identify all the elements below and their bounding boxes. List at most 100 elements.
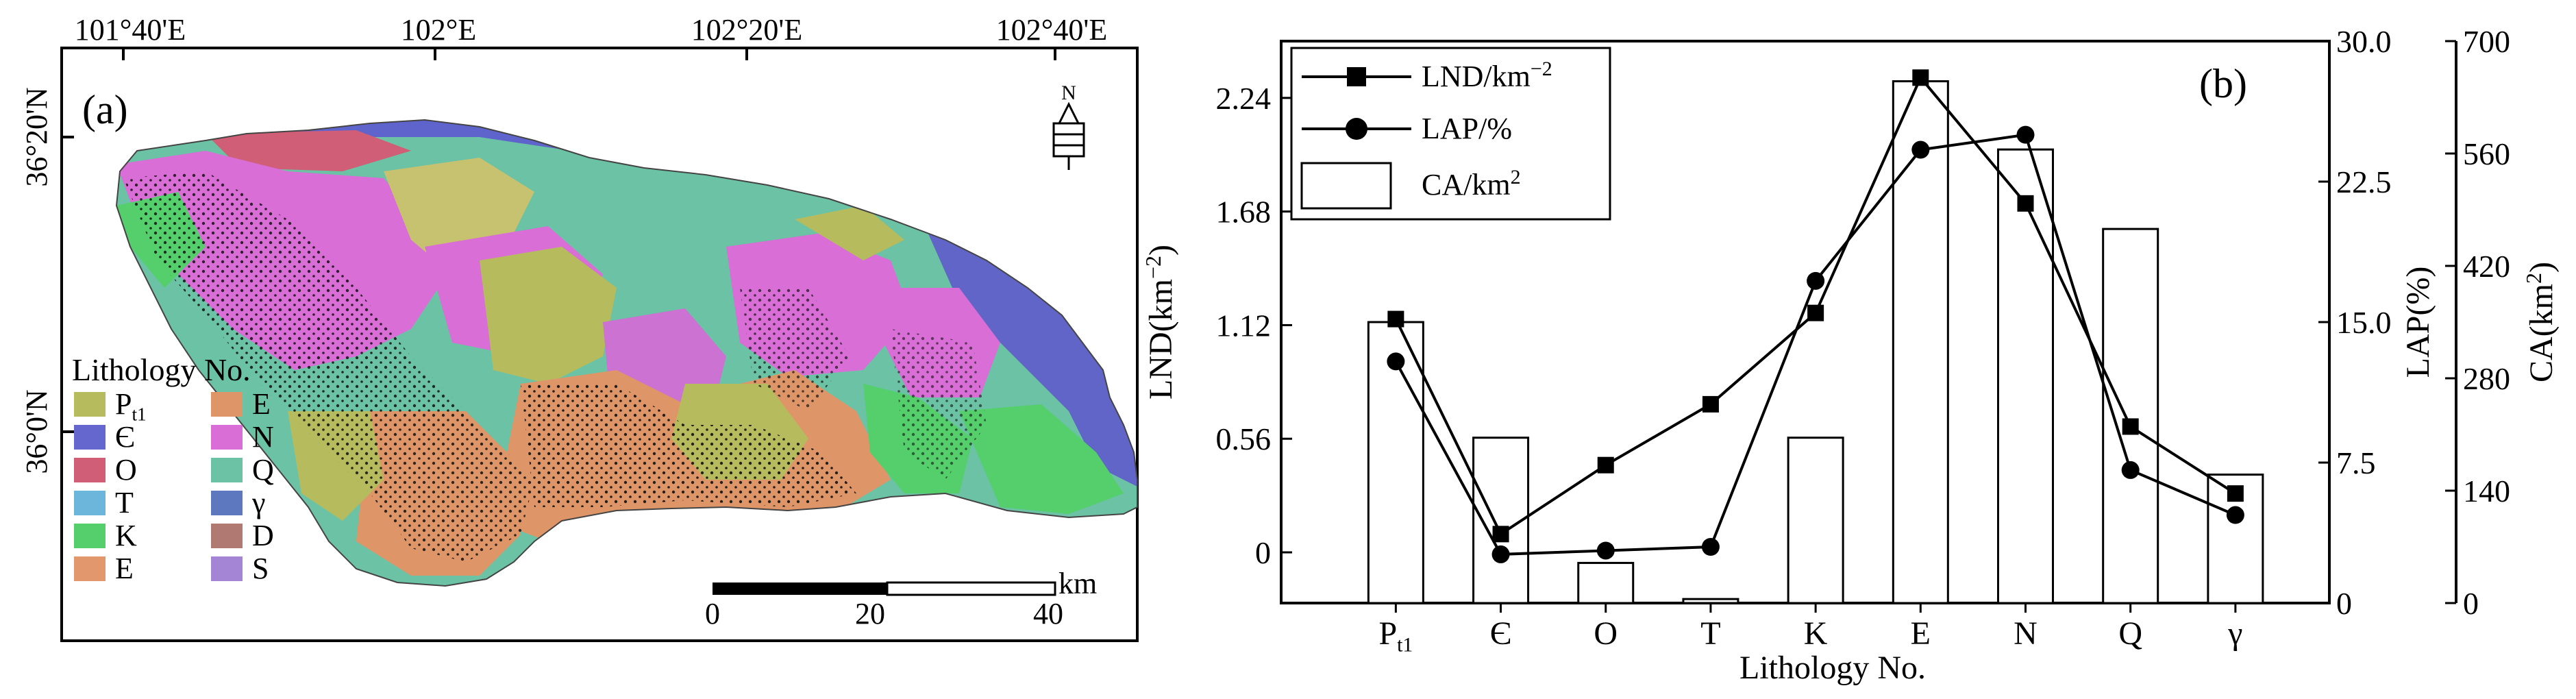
legend-bar-swatch bbox=[1300, 162, 1392, 210]
legend-item-2: Є bbox=[115, 420, 135, 454]
x-tick-label-5: E bbox=[1911, 615, 1931, 652]
legend-item-4: O bbox=[115, 453, 137, 487]
legend-item-7: γ bbox=[251, 486, 265, 519]
legend-swatch-6 bbox=[74, 491, 106, 515]
legend-swatch-3 bbox=[211, 425, 243, 450]
ca-bar-6 bbox=[1997, 148, 2055, 604]
x-axis-label: Lithology No. bbox=[1739, 650, 1926, 686]
lon-tick-3: 102°20'E bbox=[691, 13, 802, 47]
lnd-point-6 bbox=[2017, 195, 2034, 212]
map-frame-ticks bbox=[62, 48, 1056, 433]
lnd-point-5 bbox=[1912, 69, 1929, 86]
right2-tick-label-4: 560 bbox=[2463, 136, 2510, 171]
chart-legend: LND/km−2 LAP/% CA/km2 bbox=[1290, 47, 1611, 221]
legend-swatch-8 bbox=[74, 524, 106, 548]
lnd-point-1 bbox=[1492, 526, 1509, 543]
x-tick-label-3: T bbox=[1700, 615, 1720, 652]
ca-bar-2 bbox=[1577, 561, 1635, 604]
lap-point-4 bbox=[1807, 271, 1825, 290]
lap-point-5 bbox=[1911, 140, 1930, 159]
right-axis-2-label: CA(km2) bbox=[2521, 262, 2560, 382]
panel-b-label: (b) bbox=[2199, 61, 2247, 106]
right2-tick-label-0: 0 bbox=[2463, 586, 2479, 621]
legend-swatch-5 bbox=[211, 458, 243, 482]
right1-tick-label-0: 0 bbox=[2336, 586, 2352, 621]
right1-tick-label-3: 22.5 bbox=[2336, 164, 2392, 199]
x-tick-label-7: Q bbox=[2118, 615, 2142, 652]
right-axis-1-label: LAP(%) bbox=[2400, 267, 2436, 378]
legend-swatch-0 bbox=[74, 392, 106, 417]
lap-point-7 bbox=[2121, 461, 2140, 479]
legend-title: Lithology No. bbox=[72, 352, 251, 387]
lnd-point-2 bbox=[1597, 456, 1614, 474]
legend-item-5: Q bbox=[252, 453, 274, 487]
right2-tick-label-5: 700 bbox=[2463, 24, 2510, 59]
lon-tick-2: 102°E bbox=[401, 13, 476, 47]
lnd-point-3 bbox=[1702, 395, 1719, 413]
lnd-point-4 bbox=[1807, 304, 1824, 321]
legend-item-6: T bbox=[115, 486, 134, 519]
lnd-point-0 bbox=[1387, 310, 1404, 328]
legend-item-8: K bbox=[115, 519, 137, 552]
x-tick-label-8: γ bbox=[2227, 615, 2242, 652]
lat-tick-2: 36°0'N bbox=[20, 389, 53, 474]
legend-swatch-2 bbox=[74, 425, 106, 450]
ca-bar-8 bbox=[2207, 474, 2264, 604]
lithology-legend: Lithology No. Pt1 E Є N O Q T γ K D E S bbox=[72, 352, 274, 585]
ca-bar-7 bbox=[2102, 228, 2159, 604]
legend-swatch-7 bbox=[211, 491, 243, 515]
legend-circle-marker-icon bbox=[1346, 118, 1367, 140]
legend-swatch-10 bbox=[74, 556, 106, 581]
lap-point-1 bbox=[1491, 545, 1510, 563]
lap-point-8 bbox=[2226, 506, 2244, 524]
lon-tick-4: 102°40'E bbox=[996, 13, 1107, 47]
legend-item-11: S bbox=[252, 552, 269, 585]
right1-tick-label-1: 7.5 bbox=[2336, 445, 2376, 480]
legend-lap: LAP/% bbox=[1422, 112, 1512, 145]
lap-point-3 bbox=[1701, 538, 1720, 556]
north-arrow-icon: N bbox=[1052, 82, 1085, 170]
right1-tick-label-2: 15.0 bbox=[2336, 305, 2392, 340]
left-tick-label-4: 2.24 bbox=[1216, 81, 1272, 116]
lap-point-0 bbox=[1387, 352, 1405, 371]
legend-swatch-1 bbox=[211, 392, 243, 417]
north-label: N bbox=[1061, 82, 1076, 104]
left-axis-label: LND(km−2) bbox=[1141, 245, 1179, 400]
legend-item-0: Pt1 bbox=[115, 387, 147, 425]
lnd-point-8 bbox=[2227, 485, 2244, 502]
lap-point-6 bbox=[2016, 125, 2035, 144]
legend-ca: CA/km2 bbox=[1422, 166, 1521, 201]
panel-a-map: 101°40'E 102°E 102°20'E 102°40'E 36°20'N… bbox=[20, 13, 1139, 642]
right1-tick-label-4: 30.0 bbox=[2336, 24, 2392, 59]
ca-bar-5 bbox=[1892, 80, 1949, 604]
lon-tick-1: 101°40'E bbox=[75, 13, 186, 47]
legend-lnd: LND/km−2 bbox=[1422, 58, 1552, 93]
legend-swatch-9 bbox=[211, 524, 243, 548]
panel-a-label: (a) bbox=[82, 87, 128, 132]
map-outline bbox=[115, 119, 1138, 587]
x-tick-label-4: K bbox=[1804, 615, 1828, 652]
scale-bar: km 0 20 40 bbox=[705, 567, 1097, 630]
ca-bar-3 bbox=[1682, 598, 1739, 604]
scale-tick-0: 0 bbox=[705, 597, 720, 630]
lnd-point-7 bbox=[2122, 418, 2139, 435]
x-tick-label-2: O bbox=[1594, 615, 1618, 652]
right2-tick-label-1: 140 bbox=[2463, 474, 2510, 508]
right2-tick-label-2: 280 bbox=[2463, 361, 2510, 396]
scale-unit: km bbox=[1058, 567, 1097, 600]
lat-tick-1: 36°20'N bbox=[20, 87, 53, 186]
right2-tick-label-3: 420 bbox=[2463, 249, 2510, 284]
legend-swatch-11 bbox=[211, 556, 243, 581]
legend-swatch-4 bbox=[74, 458, 106, 482]
x-tick-label-0: Pt1 bbox=[1378, 615, 1413, 657]
x-tick-label-1: Є bbox=[1490, 615, 1512, 652]
x-tick-label-6: N bbox=[2014, 615, 2038, 652]
left-tick-label-1: 0.56 bbox=[1216, 421, 1272, 456]
left-tick-label-0: 0 bbox=[1255, 535, 1271, 570]
left-tick-label-3: 1.68 bbox=[1216, 195, 1272, 230]
legend-item-9: D bbox=[252, 519, 274, 552]
scale-tick-20: 20 bbox=[855, 597, 885, 630]
legend-square-marker-icon bbox=[1347, 67, 1366, 86]
left-tick-label-2: 1.12 bbox=[1216, 308, 1272, 343]
